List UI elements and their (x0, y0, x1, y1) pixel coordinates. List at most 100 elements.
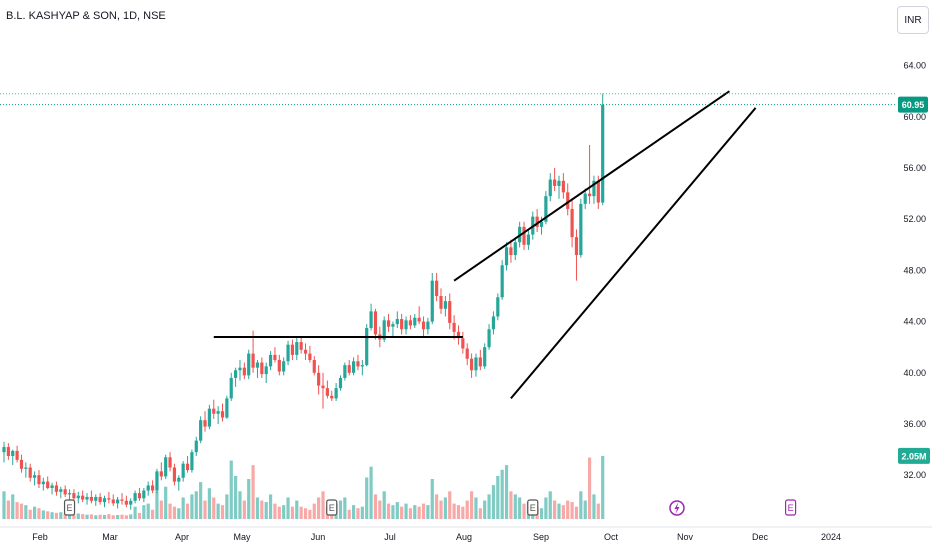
volume-bar (98, 514, 102, 519)
volume-bar (238, 491, 242, 519)
volume-bar (234, 475, 238, 519)
candle-body (557, 180, 561, 186)
volume-bar (24, 505, 28, 519)
currency-button[interactable]: INR (897, 6, 929, 34)
candle-body (172, 467, 177, 482)
candle-body (334, 388, 338, 399)
volume-bar (461, 506, 465, 519)
volume-bar (321, 491, 325, 519)
candle-body (2, 447, 6, 453)
volume-bar (443, 497, 447, 519)
candle-body (295, 342, 299, 355)
candle-body (465, 348, 469, 359)
candle-body (566, 192, 570, 209)
volume-bar (299, 506, 303, 519)
time-tick-label: Aug (456, 532, 472, 542)
volume-bar (46, 511, 50, 519)
volume-bar (295, 500, 299, 519)
candle-body (247, 353, 251, 376)
candle-body (19, 459, 24, 469)
volume-bar (404, 503, 408, 519)
volume-bar (491, 485, 496, 519)
candle-body (347, 365, 351, 373)
volume-bar (570, 502, 574, 519)
earnings-event-box (326, 499, 338, 516)
volume-last-label: 2.05M (901, 451, 926, 461)
volume-bar (513, 494, 517, 519)
volume-bar (32, 506, 37, 519)
candle-body (286, 344, 290, 362)
volume-bar (474, 497, 478, 519)
candle-body (190, 452, 194, 471)
volume-bar (260, 500, 264, 519)
volume-bar (452, 503, 456, 519)
volume-bar (146, 503, 150, 519)
candle-body (579, 203, 583, 256)
volume-bar (430, 479, 434, 519)
volume-bar (54, 512, 59, 519)
candle-body (500, 265, 504, 298)
earnings-event-icon[interactable]: E (326, 499, 338, 516)
candle-body (544, 196, 548, 222)
candle-body (386, 320, 391, 327)
volume-bar (273, 503, 277, 519)
candle-body (85, 496, 89, 500)
trendlines[interactable] (213, 90, 757, 400)
volume-bar (583, 500, 587, 519)
volume-bar (553, 500, 557, 519)
price-tick-label: 60.00 (903, 112, 926, 122)
volume-bar (242, 500, 246, 519)
candle-body (417, 317, 421, 322)
volume-bar (456, 505, 461, 519)
volume-bar (94, 515, 98, 519)
candle-body (251, 353, 255, 368)
candle-body (159, 471, 163, 477)
last-price-tag (898, 96, 928, 113)
candle-body (439, 296, 443, 309)
candle-body (11, 450, 15, 456)
candle-body (199, 420, 203, 441)
volume-bar (574, 506, 579, 519)
volume-bar (67, 512, 72, 519)
volume-bar (268, 494, 273, 519)
earnings-event-icon[interactable]: E (784, 499, 797, 516)
symbol-title: B.L. KASHYAP & SON, 1D, NSE (6, 10, 166, 22)
price-tick-label: 56.00 (903, 163, 926, 173)
earnings-event-icon[interactable]: E (527, 499, 539, 516)
candle-body (177, 477, 181, 482)
candle-body (601, 104, 605, 203)
volume-bar (478, 508, 482, 519)
volume-bar (150, 509, 155, 519)
candle-body (356, 361, 360, 367)
price-tick-label: 44.00 (903, 317, 926, 327)
candle-body (509, 247, 513, 256)
dividend-event-icon[interactable] (669, 500, 685, 516)
earnings-event-icon[interactable]: E (63, 499, 76, 516)
candle-body (365, 328, 369, 366)
candle-body (142, 490, 146, 499)
volume-bar (247, 479, 251, 519)
volume-bar (142, 505, 146, 519)
time-tick-label: Jul (384, 532, 396, 542)
candle-body (111, 499, 115, 504)
candle-body (59, 489, 63, 492)
candle-body (120, 499, 124, 501)
volume-bar (518, 497, 522, 519)
price-axis[interactable]: 32.00 36.00 40.00 44.00 48.00 52.00 56.00 60.00… (895, 0, 932, 550)
candle-body (360, 365, 364, 367)
candle-body (137, 493, 142, 499)
candle-body (452, 322, 456, 332)
volume-bar (352, 505, 356, 519)
earnings-event-box (527, 499, 539, 516)
volume-bar (41, 510, 45, 519)
time-axis[interactable]: Feb Mar Apr May Jun Jul Aug Sep Oct Nov Dec 2024 (0, 526, 932, 542)
candle-body (325, 388, 329, 396)
candle-body (391, 324, 395, 327)
volume-bar (2, 491, 6, 519)
candle-body (548, 179, 552, 197)
candle-body (553, 179, 557, 186)
candle-body (587, 193, 592, 197)
candle-body (133, 493, 137, 501)
